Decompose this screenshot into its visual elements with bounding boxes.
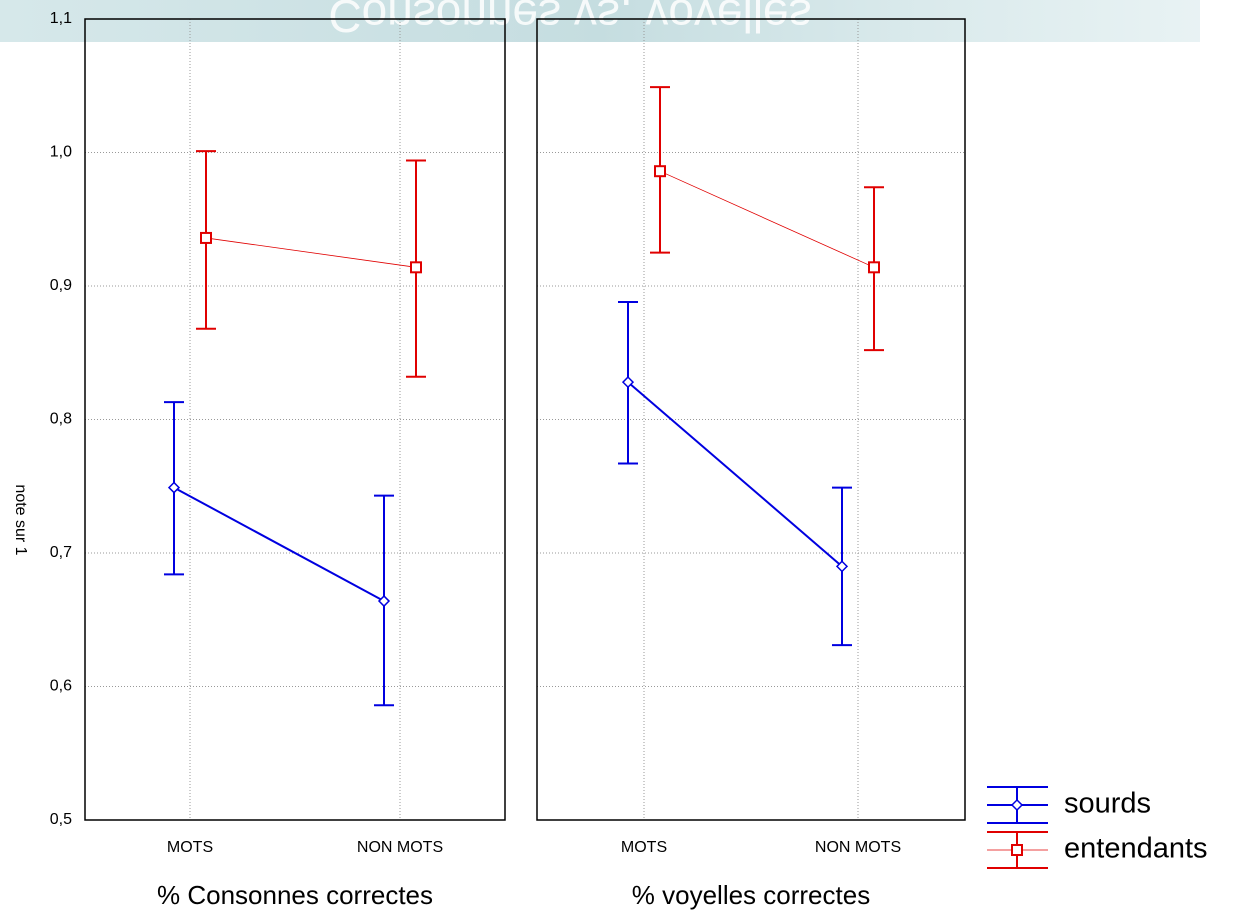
panel-frame [84,18,506,821]
x-tick-label: MOTS [621,839,667,856]
y-axis-label: note sur 1 [12,484,29,555]
series-line [173,486,385,602]
series-line [659,170,875,268]
y-tick-label: 0,7 [50,544,72,561]
y-tick-label: 1,0 [50,144,72,161]
x-tick-label: NON MOTS [815,839,901,856]
marker [200,231,212,244]
y-tick-label: 0,9 [50,277,72,294]
y-tick-label: 1,1 [50,10,72,27]
marker [377,594,391,608]
marker [835,560,849,573]
y-tick-label: 0,8 [50,411,72,428]
series-line [205,237,417,268]
marker [868,261,880,274]
slide-title-reflection: Consonnes vs. voyelles [328,0,811,42]
marker [621,376,635,389]
x-tick-label: NON MOTS [357,839,443,856]
x-tick-label: MOTS [167,839,213,856]
marker [654,165,666,178]
series-line [627,381,843,568]
x-axis-label: % voyelles correctes [632,880,870,910]
y-tick-label: 0,5 [50,811,72,828]
legend-marker [1011,844,1023,856]
panel-frame [536,18,966,821]
slide-band [0,0,1200,42]
legend-marker [1010,798,1024,812]
legend-label: entendants [1064,833,1208,865]
x-axis-label: % Consonnes correctes [157,880,433,910]
y-tick-label: 0,6 [50,678,72,695]
legend-label: sourds [1064,788,1151,820]
marker [167,481,181,494]
marker [410,261,422,274]
